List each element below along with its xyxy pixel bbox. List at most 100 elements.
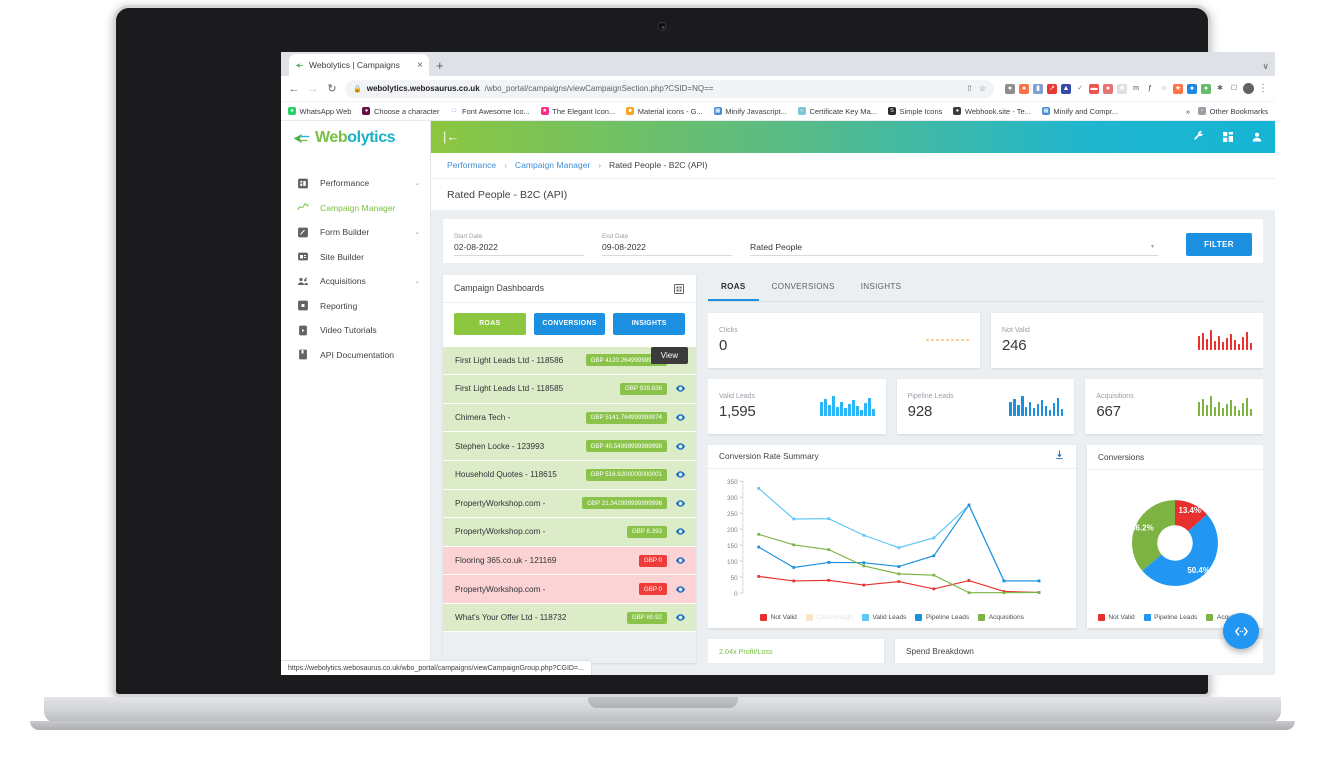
address-bar[interactable]: 🔒 webolytics.webosaurus.co.uk/wbo_portal…: [345, 79, 994, 98]
apps-grid-icon[interactable]: [1221, 130, 1234, 143]
profile-avatar[interactable]: [1243, 83, 1254, 94]
chevron-down-icon[interactable]: ▾: [1150, 243, 1154, 250]
view-eye-icon[interactable]: [674, 382, 687, 395]
bookmark-star-icon[interactable]: ☆: [978, 84, 986, 93]
legend-item-valid-leads[interactable]: Valid Leads: [861, 614, 906, 621]
sidebar-item-form-builder[interactable]: Form Builder ⌄: [281, 220, 430, 245]
view-eye-icon[interactable]: [674, 497, 687, 510]
bookmark-item[interactable]: ■ Material icons - G...: [626, 107, 703, 116]
browser-menu-icon[interactable]: ⋮: [1258, 83, 1268, 94]
sidebar-item-reporting[interactable]: Reporting: [281, 294, 430, 319]
extension-icon[interactable]: ●: [1019, 83, 1029, 94]
user-icon[interactable]: [1250, 130, 1263, 143]
download-icon[interactable]: [1054, 447, 1065, 465]
app-logo[interactable]: Webolytics: [281, 121, 430, 155]
extension-icon[interactable]: ●: [1201, 83, 1211, 94]
filter-button[interactable]: FILTER: [1186, 232, 1252, 256]
dashboard-button-conversions[interactable]: CONVERSIONS: [533, 312, 606, 335]
chevron-down-icon[interactable]: ⌄: [414, 180, 420, 188]
extension-icon[interactable]: ●: [1005, 83, 1015, 94]
tab-close-icon[interactable]: ×: [417, 59, 423, 71]
legend-item-pipeline-leads[interactable]: Pipeline Leads: [915, 614, 969, 621]
campaign-row[interactable]: First Light Leads Ltd - 118586 GBP 4120.2…: [443, 346, 696, 376]
sidebar-item-campaign-manager[interactable]: Campaign Manager: [281, 196, 430, 221]
view-eye-icon[interactable]: [674, 583, 687, 596]
extension-icon[interactable]: ▮: [1033, 83, 1043, 94]
bookmarks-overflow-icon[interactable]: »: [1185, 106, 1191, 116]
bookmark-item[interactable]: ▦ Minify and Compr...: [1041, 107, 1118, 116]
end-date-field[interactable]: End Date 09-08-2022: [602, 233, 750, 256]
view-eye-icon[interactable]: [674, 411, 687, 424]
browser-tab[interactable]: Webolytics | Campaigns ×: [289, 54, 429, 76]
sidebar-item-video-tutorials[interactable]: Video Tutorials: [281, 318, 430, 343]
bookmark-item[interactable]: S Simple Icons: [887, 107, 942, 116]
campaign-list[interactable]: First Light Leads Ltd - 118586 GBP 4120.2…: [443, 346, 696, 663]
campaign-row[interactable]: PropertyWorkshop.com - GBP 21.34299999999…: [443, 489, 696, 519]
dashboard-button-roas[interactable]: ROAS: [454, 312, 526, 335]
tab-conversions[interactable]: CONVERSIONS: [771, 281, 835, 291]
sidebar-item-site-builder[interactable]: Site Builder: [281, 245, 430, 270]
tab-roas[interactable]: ROAS: [708, 275, 759, 301]
bookmark-item[interactable]: □ Font Awesome Ico...: [450, 107, 530, 116]
dashboard-grid-icon[interactable]: [673, 282, 685, 295]
campaign-row[interactable]: PropertyWorkshop.com - GBP 8.393: [443, 518, 696, 547]
forward-button[interactable]: →: [307, 82, 319, 95]
legend-item-acquisitions[interactable]: Acquisitions: [978, 614, 1024, 621]
reload-button[interactable]: ↻: [327, 83, 337, 95]
sidebar-item-performance[interactable]: Performance ⌄: [281, 171, 430, 196]
bookmark-item[interactable]: ▦ Minify Javascript...: [713, 107, 787, 116]
bookmark-item[interactable]: ● Choose a character: [362, 107, 439, 116]
view-eye-icon[interactable]: [674, 525, 687, 538]
tab-insights[interactable]: INSIGHTS: [860, 281, 902, 291]
share-icon[interactable]: ⇧: [966, 84, 973, 93]
extension-icon[interactable]: ▬: [1089, 83, 1099, 94]
extension-icon[interactable]: ●: [1187, 83, 1197, 94]
collapse-sidebar-icon[interactable]: |←: [443, 129, 460, 145]
campaign-row[interactable]: Household Quotes - 118615 GBP 516.9200000…: [443, 460, 696, 490]
campaign-row[interactable]: PropertyWorkshop.com - GBP 0: [443, 575, 696, 604]
wrench-icon[interactable]: [1192, 130, 1205, 143]
new-tab-button[interactable]: +: [436, 58, 444, 73]
breadcrumb-item-1[interactable]: Campaign Manager: [514, 160, 591, 171]
bookmark-item[interactable]: ★ The Elegant Icon...: [540, 107, 615, 116]
extension-icon[interactable]: ↗: [1047, 83, 1057, 94]
campaign-row[interactable]: Chimera Tech - GBP 5141.764999999974: [443, 403, 696, 433]
chevron-down-icon[interactable]: ⌄: [414, 278, 420, 286]
campaign-row[interactable]: Flooring 365.co.uk - 121169 GBP 0: [443, 546, 696, 576]
donut-legend-item-not-valid[interactable]: Not Valid: [1097, 614, 1135, 621]
extension-icon[interactable]: ●: [1103, 83, 1113, 94]
start-date-field[interactable]: Start Date 02-08-2022: [454, 233, 602, 256]
bookmark-item[interactable]: ● Webhook.site - Te...: [953, 107, 1031, 116]
tabstrip-menu-icon[interactable]: ∨: [1262, 61, 1269, 71]
extension-puzzle-icon[interactable]: ✱: [1215, 83, 1225, 94]
bookmark-item[interactable]: ○ Certificate Key Ma...: [797, 107, 877, 116]
legend-item-clickthrough[interactable]: Clickthrough: [805, 614, 853, 621]
campaign-row[interactable]: Stephen Locke - 123993 GBP 40.54999999999…: [443, 432, 696, 461]
extension-icon[interactable]: ■: [1117, 83, 1127, 94]
sidebar-item-acquisitions[interactable]: Acquisitions ⌄: [281, 269, 430, 294]
extension-icon[interactable]: ★: [1173, 83, 1183, 94]
extension-icon[interactable]: ✓: [1075, 83, 1085, 94]
extension-icon[interactable]: ▲: [1061, 83, 1071, 94]
campaign-row[interactable]: First Light Leads Ltd - 118585 GBP 928.83…: [443, 375, 696, 404]
extension-icon[interactable]: ƒ: [1145, 83, 1155, 94]
extension-icon[interactable]: m: [1131, 83, 1141, 94]
other-bookmarks-folder[interactable]: ▫ Other Bookmarks: [1198, 107, 1268, 116]
code-brackets-icon[interactable]: [1223, 613, 1259, 649]
campaign-row[interactable]: What's Your Offer Ltd - 118732 GBP 80.92: [443, 603, 696, 633]
view-eye-icon[interactable]: [674, 440, 687, 453]
extension-icon[interactable]: ☐: [1229, 83, 1239, 94]
breadcrumb-item-0[interactable]: Performance: [447, 160, 497, 171]
campaign-select[interactable]: Rated People ▾: [750, 233, 1176, 256]
view-eye-icon[interactable]: [674, 468, 687, 481]
back-button[interactable]: ←: [288, 82, 300, 95]
dashboard-button-insights[interactable]: INSIGHTS: [613, 312, 686, 335]
chevron-down-icon[interactable]: ⌄: [414, 229, 420, 237]
sidebar-item-api-documentation[interactable]: API Documentation: [281, 343, 430, 368]
view-eye-icon[interactable]: [674, 611, 687, 624]
donut-legend-item-pipeline-leads[interactable]: Pipeline Leads: [1143, 614, 1197, 621]
view-eye-icon[interactable]: [674, 554, 687, 567]
extension-icon[interactable]: ○: [1159, 83, 1169, 94]
legend-item-not-valid[interactable]: Not Valid: [760, 614, 797, 621]
bookmark-item[interactable]: ● WhatsApp Web: [288, 107, 351, 116]
